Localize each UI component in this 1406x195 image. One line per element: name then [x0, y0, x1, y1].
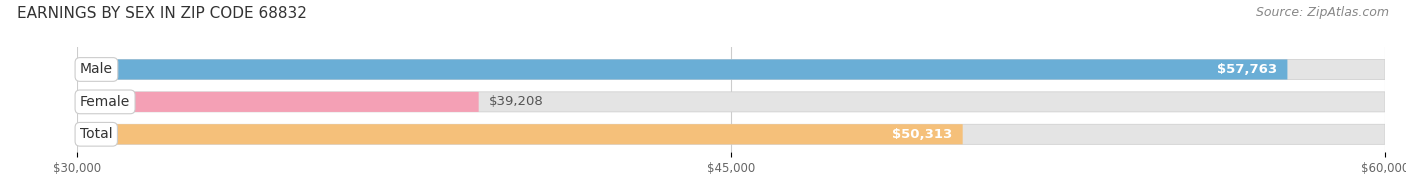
- Text: $57,763: $57,763: [1216, 63, 1277, 76]
- Text: $39,208: $39,208: [489, 95, 544, 108]
- FancyBboxPatch shape: [77, 124, 963, 144]
- FancyBboxPatch shape: [77, 92, 478, 112]
- Text: EARNINGS BY SEX IN ZIP CODE 68832: EARNINGS BY SEX IN ZIP CODE 68832: [17, 6, 307, 21]
- FancyBboxPatch shape: [77, 124, 1385, 144]
- Text: Source: ZipAtlas.com: Source: ZipAtlas.com: [1256, 6, 1389, 19]
- FancyBboxPatch shape: [77, 59, 1288, 80]
- Text: $50,313: $50,313: [891, 128, 952, 141]
- FancyBboxPatch shape: [77, 92, 1385, 112]
- Text: Female: Female: [80, 95, 131, 109]
- Text: Male: Male: [80, 62, 112, 76]
- Text: Total: Total: [80, 127, 112, 141]
- FancyBboxPatch shape: [77, 59, 1385, 80]
